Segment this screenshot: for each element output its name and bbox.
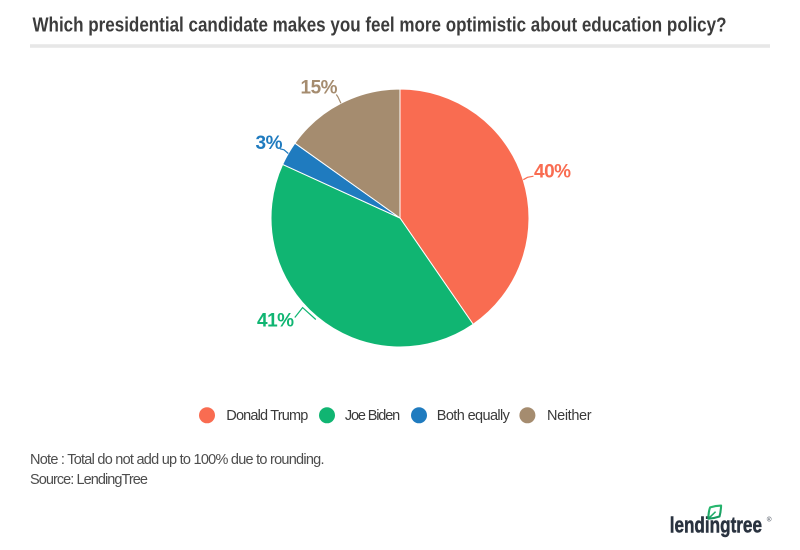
svg-text:Joe Biden: Joe Biden bbox=[345, 408, 400, 424]
svg-text:40%: 40% bbox=[534, 161, 571, 182]
svg-text:Neither: Neither bbox=[547, 408, 592, 424]
svg-text:Both equally: Both equally bbox=[437, 408, 511, 424]
svg-text:3%: 3% bbox=[256, 133, 283, 154]
svg-text:®: ® bbox=[767, 515, 772, 523]
svg-text:Source: LendingTree: Source: LendingTree bbox=[30, 472, 148, 488]
svg-text:Which presidential candidate m: Which presidential candidate makes you f… bbox=[33, 15, 727, 37]
svg-text:Note : Total do not add up to: Note : Total do not add up to 100% due t… bbox=[30, 452, 325, 468]
svg-text:Donald Trump: Donald Trump bbox=[226, 408, 308, 424]
svg-text:41%: 41% bbox=[257, 311, 294, 332]
svg-text:15%: 15% bbox=[301, 77, 338, 98]
